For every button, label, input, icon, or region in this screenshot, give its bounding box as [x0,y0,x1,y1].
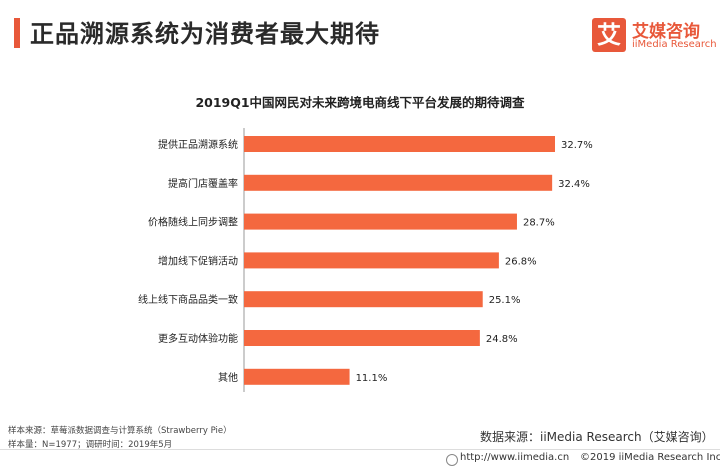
chart-title: 2019Q1中国网民对未来跨境电商线下平台发展的期待调查 [195,95,525,110]
category-label: 提供正品溯源系统 [158,138,238,151]
category-label: 增加线下促销活动 [158,254,238,267]
value-label: 28.7% [523,218,555,229]
logo-mark: 艾 [592,18,626,52]
website-link[interactable]: http://www.iimedia.cn [460,452,570,463]
value-label: 25.1% [489,295,521,306]
sample-size: 样本量：N=1977；调研时间：2019年5月 [8,440,173,450]
bar [244,291,483,308]
value-label: 26.8% [505,256,537,267]
bottom-bar [0,449,720,470]
title-accent-bar [14,18,20,48]
sample-source: 样本来源：草莓派数据调查与计算系统（Strawberry Pie） [8,426,232,436]
bar [244,252,499,269]
data-source: 数据来源：iiMedia Research（艾媒咨询） [480,430,714,444]
copyright: ©2019 iiMedia Research Inc [580,452,720,463]
category-label: 更多互动体验功能 [158,332,238,345]
bar [244,174,553,191]
category-label: 价格随线上同步调整 [148,216,238,229]
category-label: 线上线下商品品类一致 [138,293,238,306]
value-label: 24.8% [486,334,518,345]
value-label: 11.1% [356,373,388,384]
category-label: 提高门店覆盖率 [168,177,238,190]
logo-name: 艾媒咨询 [632,22,700,42]
value-label: 32.7% [561,140,593,151]
page-title: 正品溯源系统为消费者最大期待 [30,20,380,48]
category-label: 其他 [218,371,238,384]
bar [244,368,350,385]
globe-icon [446,454,458,466]
bar [244,213,517,230]
bar [244,330,480,346]
logo-name-en: iiMedia Research [632,39,717,50]
bar [244,136,555,152]
iimedia-logo: 艾 艾媒咨询 iiMedia Research [592,18,717,58]
value-label: 32.4% [558,179,590,190]
